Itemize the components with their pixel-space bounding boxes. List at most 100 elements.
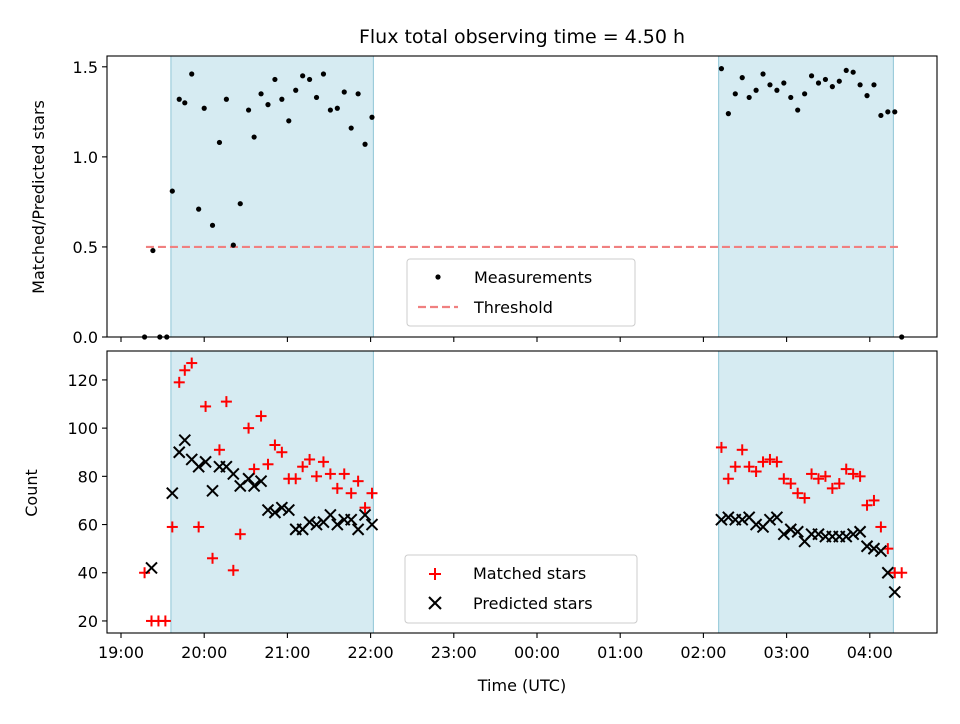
measurement-point <box>725 111 731 117</box>
measurement-point <box>871 82 877 88</box>
x-tick-label: 22:00 <box>348 643 394 662</box>
measurement-point <box>201 105 207 111</box>
measurement-point <box>209 222 216 228</box>
measurement-point <box>182 100 188 106</box>
predicted-star-point <box>812 527 825 541</box>
measurement-point <box>774 87 780 93</box>
measurement-point <box>176 96 182 102</box>
matched-star-point <box>276 446 288 458</box>
y-tick-label: 1.0 <box>73 148 98 167</box>
matched-star-point <box>243 422 255 434</box>
x-tick-label: 02:00 <box>680 643 726 662</box>
matched-star-point <box>338 468 350 480</box>
predicted-star-point <box>874 544 888 558</box>
predicted-star-point <box>254 474 268 488</box>
measurement-point <box>272 76 278 83</box>
predicted-star-point <box>749 518 763 531</box>
measurement-point <box>258 91 264 97</box>
matched-star-point <box>139 567 151 579</box>
matched-star-point <box>345 487 357 499</box>
x-tick-label: 01:00 <box>597 643 643 662</box>
observing-period-band <box>170 55 374 338</box>
measurement-point <box>334 105 340 111</box>
matched-star-point <box>290 473 302 485</box>
chart-title: Flux total observing time = 4.50 h <box>359 26 685 48</box>
matched-star-point <box>366 487 378 499</box>
matched-star-points <box>139 357 908 627</box>
x-tick-label: 00:00 <box>514 643 560 662</box>
predicted-star-point <box>784 523 797 536</box>
y-tick-label: 0.5 <box>73 238 98 257</box>
predicted-star-point <box>722 511 735 524</box>
matched-star-point <box>833 478 845 490</box>
matched-star-point <box>359 502 371 514</box>
legend-measurements-marker <box>435 274 441 280</box>
y-tick-label: 1.5 <box>73 58 98 77</box>
measurement-point <box>265 102 271 108</box>
predicted-star-point <box>199 455 212 469</box>
x-tick-label: 21:00 <box>264 643 310 662</box>
measurement-point <box>829 84 835 90</box>
matched-star-point <box>799 492 811 504</box>
matched-star-point <box>317 456 329 468</box>
measurement-point <box>348 125 354 131</box>
measurement-point <box>279 96 285 102</box>
measurement-point <box>196 206 202 212</box>
measurement-point <box>739 75 745 81</box>
predicted-star-point <box>867 542 881 555</box>
matched-star-point <box>771 456 783 468</box>
measurement-point <box>245 107 252 113</box>
matched-star-point <box>255 410 267 422</box>
measurement-point <box>822 76 829 83</box>
predicted-star-point <box>860 540 874 553</box>
matched-star-point <box>868 494 880 506</box>
y-tick-label: 120 <box>67 371 98 390</box>
predicted-star-point <box>763 513 777 526</box>
predicted-star-point <box>770 511 784 524</box>
measurement-point <box>306 76 313 83</box>
predicted-star-point <box>166 486 179 500</box>
observing-period-band <box>170 350 374 634</box>
measurement-point <box>251 134 257 140</box>
measurement-point <box>850 69 856 75</box>
measurement-point <box>808 73 815 79</box>
predicted-star-point <box>303 515 316 529</box>
measurement-point <box>327 107 333 113</box>
measurement-point <box>746 94 752 101</box>
matched-star-point <box>324 468 336 480</box>
count-plot-frame <box>106 350 938 634</box>
measurement-point <box>878 112 884 119</box>
matched-star-point <box>778 473 790 485</box>
x-tick-label: 03:00 <box>764 643 810 662</box>
y-tick-label: 100 <box>67 419 98 438</box>
measurement-point <box>864 93 870 99</box>
measurement-point <box>732 91 738 97</box>
matched-star-point <box>757 456 769 468</box>
measurement-point <box>892 109 898 115</box>
legend-threshold-label: Threshold <box>473 298 553 317</box>
matched-star-point <box>179 364 191 376</box>
ratio-panel: 0.0 0.5 1.0 1.5 Matched/Predicted stars Mea… <box>29 55 938 347</box>
measurement-point <box>150 247 156 254</box>
measurement-point <box>169 188 175 194</box>
count-panel: 20 40 60 80 100 120 19:00 20:00 21:00 22:00 23:00… <box>22 350 938 695</box>
predicted-star-point <box>715 513 728 526</box>
predicted-star-point <box>242 472 255 485</box>
predicted-star-point <box>840 530 853 543</box>
matched-star-point <box>200 400 212 412</box>
predicted-star-point <box>227 467 240 481</box>
measurement-point <box>815 80 822 86</box>
matched-star-point <box>736 444 748 456</box>
measurement-point <box>230 242 236 248</box>
matched-star-point <box>304 453 316 465</box>
matched-star-point <box>826 482 838 494</box>
y-tick-label: 60 <box>78 516 98 535</box>
measurement-point <box>293 87 299 93</box>
matched-star-point <box>269 439 281 451</box>
observing-period-band <box>718 350 894 634</box>
legend-matched-marker <box>429 568 441 580</box>
predicted-star-point <box>247 479 261 493</box>
matched-star-point <box>227 564 239 576</box>
measurement-point <box>223 96 229 102</box>
